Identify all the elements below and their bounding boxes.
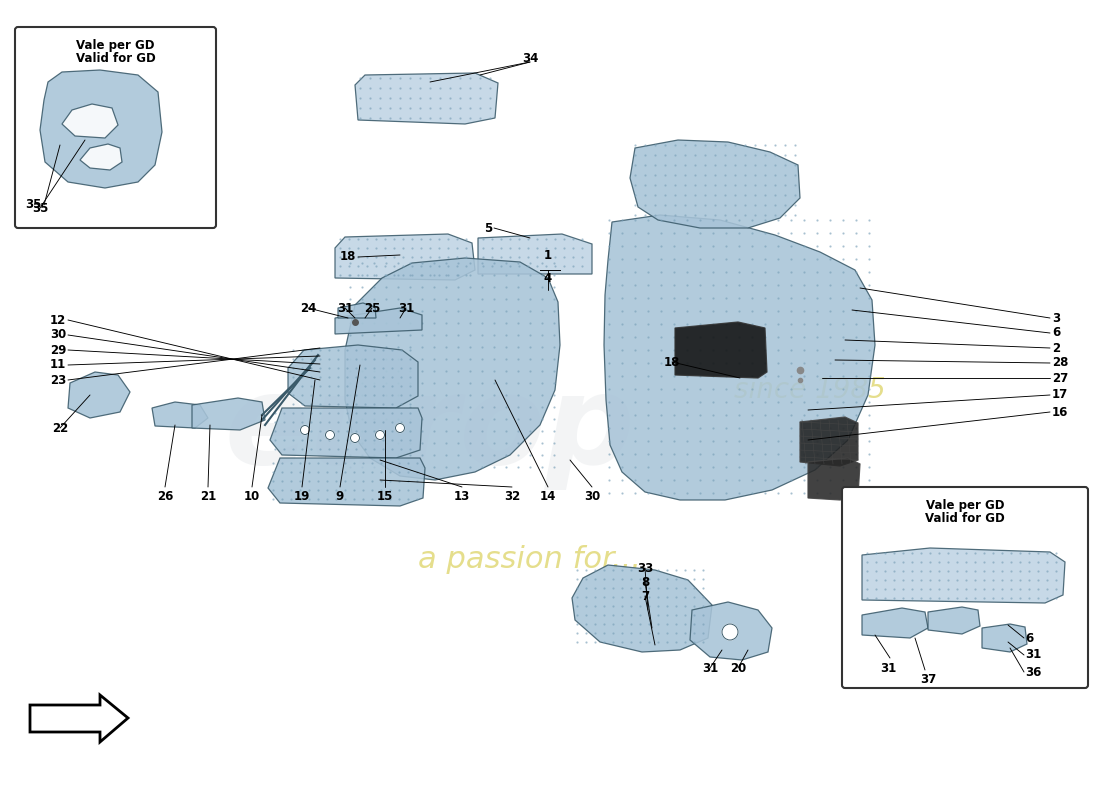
Polygon shape: [80, 144, 122, 170]
Text: 15: 15: [377, 490, 393, 503]
Polygon shape: [675, 322, 767, 378]
Polygon shape: [808, 458, 860, 500]
Text: 30: 30: [584, 490, 601, 503]
Text: 6: 6: [1052, 326, 1060, 339]
Text: 11: 11: [50, 358, 66, 371]
Text: 10: 10: [244, 490, 260, 503]
Polygon shape: [338, 303, 376, 318]
Text: 32: 32: [504, 490, 520, 503]
Text: 34: 34: [521, 51, 538, 65]
Text: 31: 31: [880, 662, 896, 675]
Text: 3: 3: [1052, 311, 1060, 325]
Text: Vale per GD: Vale per GD: [76, 38, 155, 51]
Text: 27: 27: [1052, 371, 1068, 385]
Text: since 1985: since 1985: [734, 376, 886, 404]
Polygon shape: [30, 695, 128, 742]
Polygon shape: [336, 308, 422, 334]
Text: 6: 6: [1025, 631, 1033, 645]
Text: 37: 37: [920, 673, 936, 686]
Text: 18: 18: [340, 250, 356, 263]
Text: europ: europ: [224, 370, 636, 490]
Polygon shape: [152, 402, 208, 428]
Text: 12: 12: [50, 314, 66, 326]
Polygon shape: [288, 345, 418, 408]
Polygon shape: [478, 234, 592, 274]
Text: 31: 31: [702, 662, 718, 674]
Polygon shape: [572, 565, 712, 652]
Text: 5: 5: [484, 222, 492, 234]
Text: 22: 22: [52, 422, 68, 434]
Polygon shape: [982, 624, 1027, 652]
Polygon shape: [630, 140, 800, 228]
Polygon shape: [604, 215, 875, 500]
Circle shape: [396, 423, 405, 433]
Text: 26: 26: [157, 490, 173, 503]
Polygon shape: [862, 548, 1065, 603]
Polygon shape: [270, 408, 422, 458]
Text: a passion for...: a passion for...: [418, 546, 641, 574]
Text: 21: 21: [200, 490, 216, 503]
Circle shape: [300, 426, 309, 434]
Text: 9: 9: [336, 490, 344, 503]
Text: Valid for GD: Valid for GD: [925, 511, 1005, 525]
Text: 31: 31: [1025, 649, 1042, 662]
Text: Valid for GD: Valid for GD: [76, 51, 155, 65]
Polygon shape: [268, 458, 425, 506]
FancyBboxPatch shape: [842, 487, 1088, 688]
Text: 31: 31: [337, 302, 353, 314]
Text: 35: 35: [25, 198, 42, 211]
Text: 31: 31: [398, 302, 414, 314]
Text: 33: 33: [637, 562, 653, 574]
Circle shape: [375, 430, 385, 439]
Text: 25: 25: [364, 302, 381, 314]
Polygon shape: [68, 372, 130, 418]
Text: 20: 20: [730, 662, 746, 674]
Text: 24: 24: [300, 302, 316, 314]
Circle shape: [351, 434, 360, 442]
Text: 8: 8: [641, 575, 649, 589]
Text: 13: 13: [454, 490, 470, 503]
Polygon shape: [800, 417, 858, 466]
Polygon shape: [690, 602, 772, 660]
Polygon shape: [40, 70, 162, 188]
Text: 30: 30: [50, 329, 66, 342]
Polygon shape: [62, 104, 118, 138]
Polygon shape: [192, 398, 265, 430]
Text: 28: 28: [1052, 357, 1068, 370]
Text: 35: 35: [32, 202, 48, 214]
Text: 36: 36: [1025, 666, 1042, 678]
Polygon shape: [928, 607, 980, 634]
Polygon shape: [862, 608, 928, 638]
Polygon shape: [355, 73, 498, 124]
Text: 2: 2: [1052, 342, 1060, 354]
Text: 7: 7: [641, 590, 649, 602]
Circle shape: [722, 624, 738, 640]
Text: 23: 23: [50, 374, 66, 386]
Circle shape: [326, 430, 334, 439]
Text: 17: 17: [1052, 389, 1068, 402]
FancyBboxPatch shape: [15, 27, 216, 228]
Text: Vale per GD: Vale per GD: [926, 498, 1004, 511]
Text: 4: 4: [543, 272, 552, 285]
Text: 16: 16: [1052, 406, 1068, 418]
Text: 18: 18: [663, 355, 680, 369]
Polygon shape: [336, 234, 475, 280]
Text: 14: 14: [540, 490, 557, 503]
Text: 19: 19: [294, 490, 310, 503]
Text: 1: 1: [543, 249, 552, 262]
Polygon shape: [345, 258, 560, 480]
Text: 29: 29: [50, 343, 66, 357]
